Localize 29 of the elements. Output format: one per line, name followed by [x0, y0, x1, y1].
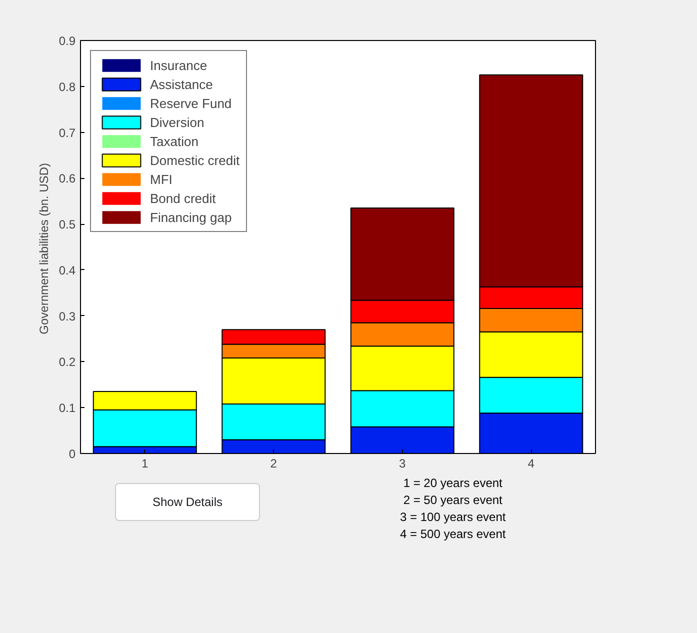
x-tick-label: 1: [142, 456, 149, 470]
y-tick-label: 0.9: [58, 34, 76, 48]
text: 2 = 50 years event: [403, 493, 502, 507]
legend-label: MFI: [150, 171, 172, 187]
y-tick-label: 0.4: [58, 263, 76, 278]
y-tick-label: 0.8: [58, 80, 76, 94]
x-tick-label: 2: [270, 456, 278, 470]
legend-label: Assistance: [150, 76, 213, 92]
legend-label: Insurance: [150, 57, 208, 73]
y-tick-label: 0.6: [58, 172, 76, 186]
legend-label: Domestic credit: [150, 152, 240, 168]
y-axis-title: Government liabilities (bn. USD): [36, 162, 51, 334]
y-tick-label: 0.1: [58, 401, 76, 416]
y-tick-label: 0: [68, 447, 76, 461]
legend-label: Diversion: [150, 114, 204, 130]
text: Show Details: [115, 483, 260, 521]
text: 1 = 20 years event: [403, 476, 502, 490]
y-tick-label: 0.5: [58, 218, 76, 232]
y-tick-label: 0.2: [58, 355, 76, 370]
text: 3 = 100 years event: [400, 510, 506, 524]
legend-label: Reserve Fund: [150, 95, 232, 111]
y-tick-label: 0.7: [58, 126, 76, 140]
x-tick-label: 4: [528, 456, 535, 470]
y-tick-label: 0.3: [58, 309, 76, 324]
x-tick-label: 3: [399, 456, 406, 470]
legend-label: Bond credit: [150, 190, 216, 206]
legend-label: Financing gap: [150, 209, 232, 225]
text: 4 = 500 years event: [400, 527, 506, 541]
legend-label: Taxation: [150, 133, 198, 149]
